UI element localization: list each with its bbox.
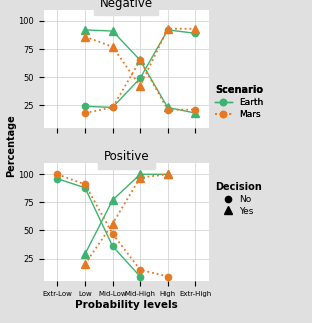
Title: Positive: Positive: [104, 150, 149, 163]
Legend: Earth, Mars: Earth, Mars: [215, 85, 263, 119]
Legend: No, Yes: No, Yes: [215, 182, 262, 215]
X-axis label: Probability levels: Probability levels: [75, 299, 178, 309]
Title: Negative: Negative: [100, 0, 153, 10]
Text: Percentage: Percentage: [6, 114, 16, 177]
